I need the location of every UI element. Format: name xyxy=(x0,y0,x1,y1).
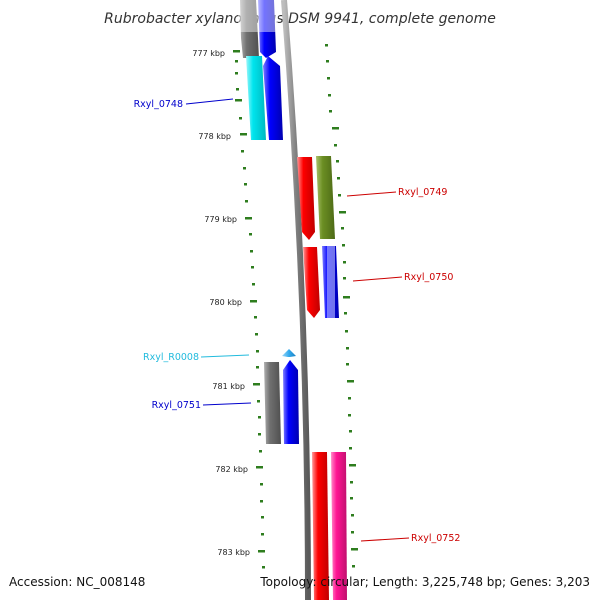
feature-gray-top[interactable] xyxy=(240,0,259,58)
gene-rxyl-0750[interactable] xyxy=(303,247,320,318)
leader-rxyl-0751 xyxy=(202,402,252,406)
leader-rxyl-0750 xyxy=(352,276,403,282)
accession-text: Accession: NC_008148 xyxy=(9,575,145,589)
gene-rxyl-0748[interactable] xyxy=(246,56,266,140)
tick-label-778: 778 kbp xyxy=(198,132,231,141)
inner-tick-marks xyxy=(233,50,265,569)
feature-highlight-band xyxy=(238,0,278,32)
gene-rxyl-0752[interactable] xyxy=(331,452,347,600)
tick-label-783: 783 kbp xyxy=(217,548,250,557)
outer-tick-marks xyxy=(325,44,358,568)
label-rxyl-0750[interactable]: Rxyl_0750 xyxy=(404,272,453,283)
leader-rxyl-r0008 xyxy=(200,354,250,358)
genome-backbone xyxy=(281,0,311,600)
gene-red-0752[interactable] xyxy=(312,452,329,600)
tick-label-780: 780 kbp xyxy=(209,298,242,307)
leader-rxyl-0749 xyxy=(346,191,397,197)
gene-rxyl-0749[interactable] xyxy=(297,157,315,240)
label-rxyl-0748[interactable]: Rxyl_0748 xyxy=(134,99,183,110)
tick-label-779: 779 kbp xyxy=(204,215,237,224)
tick-label-782: 782 kbp xyxy=(215,465,248,474)
gene-gray-781[interactable] xyxy=(264,362,281,444)
label-rxyl-0749[interactable]: Rxyl_0749 xyxy=(398,187,447,198)
label-rxyl-0752[interactable]: Rxyl_0752 xyxy=(411,533,460,544)
tick-label-777: 777 kbp xyxy=(192,49,225,58)
tick-label-781: 781 kbp xyxy=(212,382,245,391)
gene-olive-0749[interactable] xyxy=(316,156,335,239)
leader-rxyl-0748 xyxy=(185,98,234,105)
label-rxyl-r0008[interactable]: Rxyl_R0008 xyxy=(143,352,199,363)
gene-blue-arrow-1[interactable] xyxy=(263,56,283,140)
feature-blue-top[interactable] xyxy=(258,0,276,58)
leader-rxyl-0752 xyxy=(360,537,410,542)
label-rxyl-0751[interactable]: Rxyl_0751 xyxy=(152,400,201,411)
map-title: Rubrobacter xylanophilus DSM 9941, compl… xyxy=(104,11,496,27)
gene-rxyl-0751[interactable] xyxy=(283,360,299,444)
gene-blue-0750-highlight xyxy=(327,246,335,318)
gene-rxyl-r0008[interactable] xyxy=(282,349,296,357)
topology-text: Topology: circular; Length: 3,225,748 bp… xyxy=(259,575,590,589)
